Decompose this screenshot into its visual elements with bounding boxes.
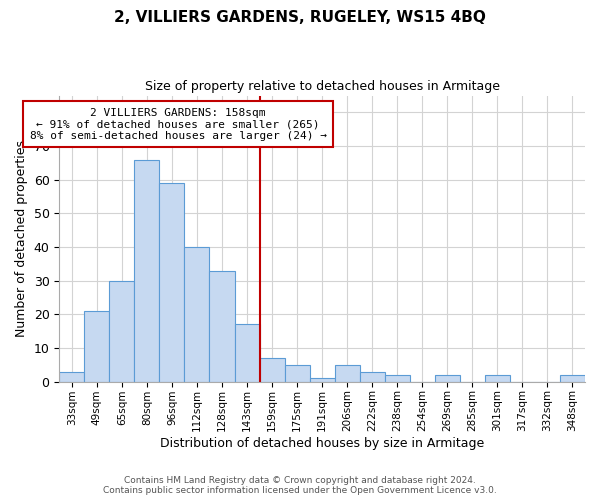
Text: 2, VILLIERS GARDENS, RUGELEY, WS15 4BQ: 2, VILLIERS GARDENS, RUGELEY, WS15 4BQ <box>114 10 486 25</box>
Bar <box>485 375 510 382</box>
Text: 2 VILLIERS GARDENS: 158sqm
← 91% of detached houses are smaller (265)
8% of semi: 2 VILLIERS GARDENS: 158sqm ← 91% of deta… <box>29 108 326 141</box>
Title: Size of property relative to detached houses in Armitage: Size of property relative to detached ho… <box>145 80 500 93</box>
Bar <box>359 372 385 382</box>
Bar <box>310 378 335 382</box>
Y-axis label: Number of detached properties: Number of detached properties <box>15 140 28 337</box>
Bar <box>385 375 410 382</box>
Bar <box>109 280 134 382</box>
Bar <box>560 375 585 382</box>
X-axis label: Distribution of detached houses by size in Armitage: Distribution of detached houses by size … <box>160 437 484 450</box>
Bar <box>184 247 209 382</box>
Bar <box>335 365 359 382</box>
Bar <box>59 372 85 382</box>
Bar <box>435 375 460 382</box>
Bar <box>235 324 260 382</box>
Bar <box>284 365 310 382</box>
Bar <box>260 358 284 382</box>
Bar <box>160 183 184 382</box>
Bar <box>85 311 109 382</box>
Bar <box>209 270 235 382</box>
Bar <box>134 160 160 382</box>
Text: Contains HM Land Registry data © Crown copyright and database right 2024.
Contai: Contains HM Land Registry data © Crown c… <box>103 476 497 495</box>
